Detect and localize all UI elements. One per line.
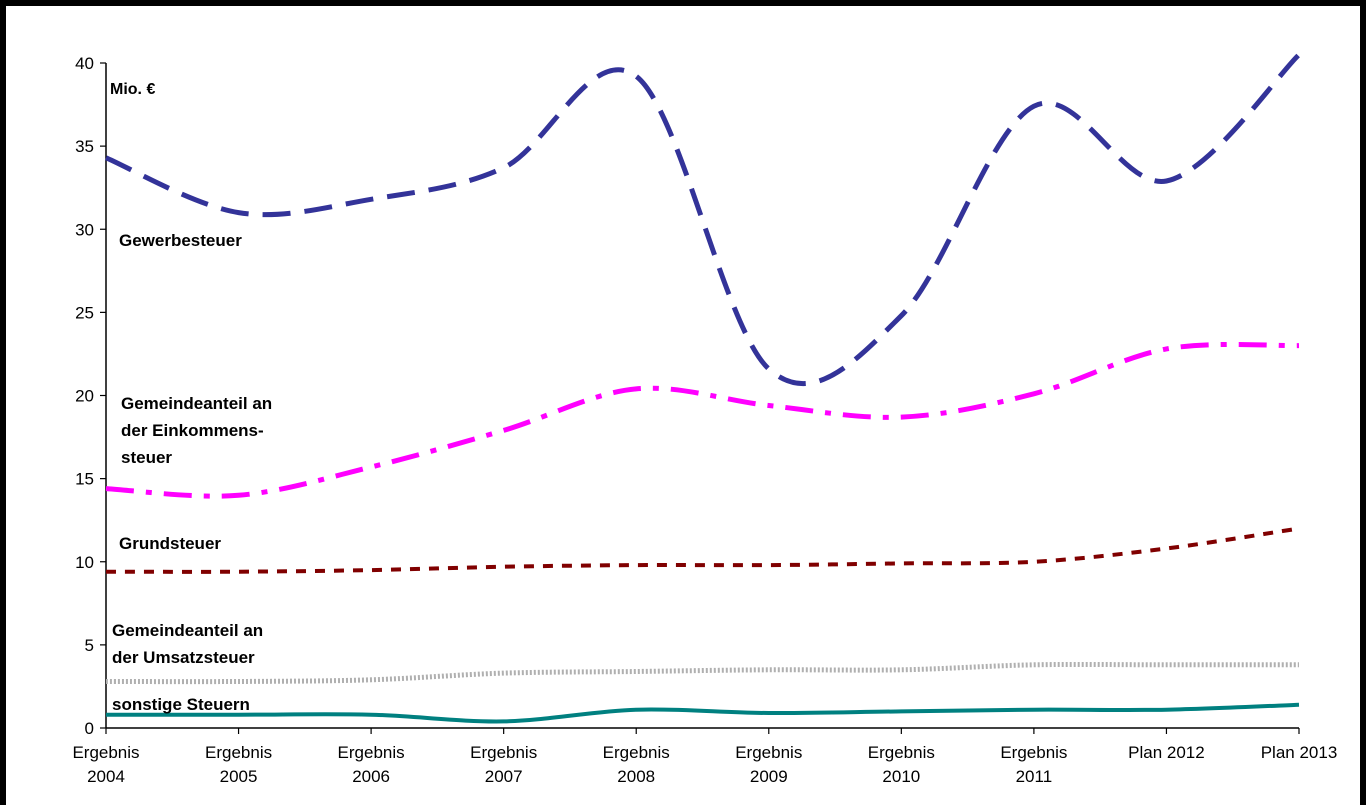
series-line-umsatzsteuer <box>105 661 1299 685</box>
y-tick-label: 30 <box>75 220 94 239</box>
axes: 0 5 10 15 20 25 30 35 40 Ergebnis 2004 Ergebnis 2005… <box>72 54 1337 786</box>
x-tick-label: 2006 <box>352 767 390 786</box>
series-line-sonstige <box>106 702 1300 724</box>
x-tick-label: Ergebnis <box>205 743 272 762</box>
series-label: sonstige Steuern <box>112 695 250 714</box>
x-tick-label: Plan 2013 <box>1261 743 1338 762</box>
series-lines <box>105 52 1301 724</box>
x-tick-label: 2010 <box>882 767 920 786</box>
series-label: Grundsteuer <box>119 534 221 553</box>
y-unit-label: Mio. € <box>110 81 155 98</box>
x-tick-label: Ergebnis <box>1000 743 1067 762</box>
x-tick-label: 2004 <box>87 767 125 786</box>
series-label: der Einkommens- <box>121 421 264 440</box>
y-tick-label: 10 <box>75 553 94 572</box>
series-labels: Gewerbesteuer Gemeindeanteil an der Einkom… <box>112 231 272 714</box>
y-tick-label: 5 <box>85 636 94 655</box>
series-line-grundsteuer <box>105 526 1300 574</box>
y-tick-label: 15 <box>75 470 94 489</box>
series-line-einkommensteuer <box>105 341 1300 499</box>
x-tick-label: Ergebnis <box>868 743 935 762</box>
series-label: Gemeindeanteil an <box>121 394 272 413</box>
x-tick-label: Ergebnis <box>338 743 405 762</box>
x-tick-label: 2007 <box>485 767 523 786</box>
x-tick-label: Ergebnis <box>603 743 670 762</box>
x-tick-label: Ergebnis <box>72 743 139 762</box>
x-tick-label: Ergebnis <box>735 743 802 762</box>
x-tick-label: Ergebnis <box>470 743 537 762</box>
y-tick-label: 40 <box>75 54 94 73</box>
series-line-gewerbesteuer <box>105 52 1301 386</box>
x-tick-label: Plan 2012 <box>1128 743 1205 762</box>
x-tick-label: 2011 <box>1016 767 1053 786</box>
x-tick-label: 2009 <box>750 767 788 786</box>
y-tick-label: 20 <box>75 387 94 406</box>
series-label: steuer <box>121 448 172 467</box>
y-tick-label: 35 <box>75 137 94 156</box>
y-tick-label: 25 <box>75 303 94 322</box>
series-label: Gewerbesteuer <box>119 231 242 250</box>
y-tick-label: 0 <box>85 719 94 738</box>
series-label: Gemeindeanteil an <box>112 621 263 640</box>
series-label: der Umsatzsteuer <box>112 648 255 667</box>
x-tick-label: 2008 <box>617 767 655 786</box>
chart-svg: 0 5 10 15 20 25 30 35 40 Ergebnis 2004 Ergebnis 2005… <box>72 52 1337 786</box>
x-tick-label: 2005 <box>220 767 258 786</box>
